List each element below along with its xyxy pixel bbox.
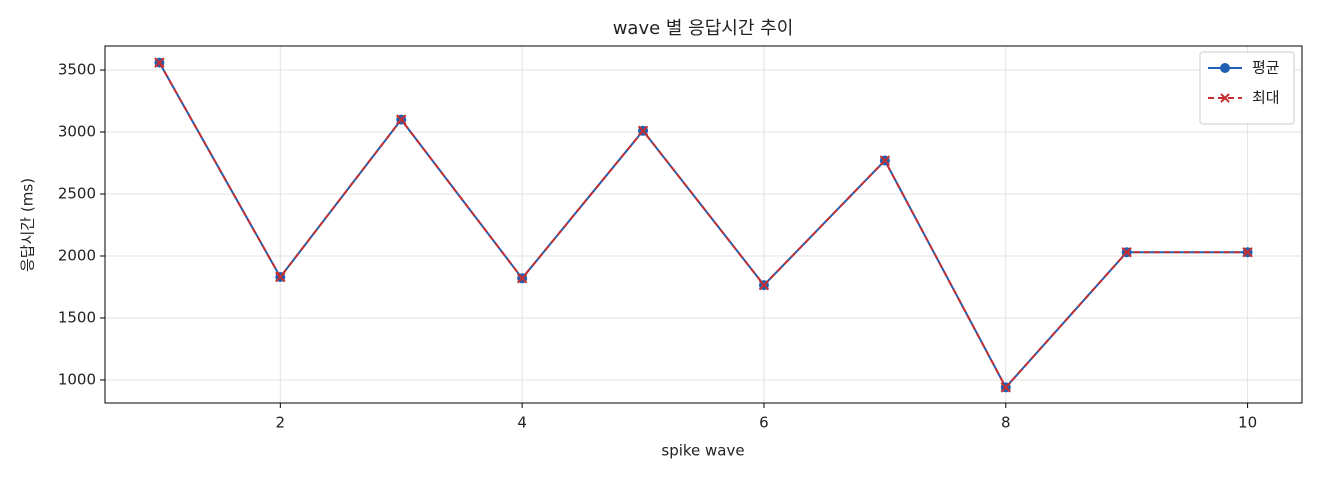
x-tick-label: 4 [517,414,527,432]
marker [1242,247,1253,258]
marker [154,57,165,68]
x-axis-label: spike wave [661,442,744,460]
chart-title: wave 별 응답시간 추이 [613,18,794,39]
marker [275,271,286,283]
marker [758,279,770,291]
legend-label: 최대 [1252,89,1280,107]
series-line [158,62,1248,390]
y-tick-label: 1000 [58,370,96,388]
x-tick-label: 8 [1001,414,1011,432]
y-axis-label: 응답시간 (ms) [19,178,37,272]
legend-marker [1220,63,1230,73]
marker [637,125,649,136]
x-tick-label: 2 [276,414,286,432]
legend-marker [1220,93,1230,103]
marker [516,273,528,284]
legend-label: 평균 [1252,59,1280,77]
y-tick-label: 2500 [58,185,96,203]
plot-frame [104,45,1303,404]
marker [1121,247,1132,258]
x-tick-label: 10 [1238,414,1257,432]
marker [1000,382,1011,393]
x-tick-label: 6 [759,414,769,432]
series-line [158,62,1248,390]
y-tick-label: 1500 [58,308,96,326]
y-tick-label: 2000 [58,246,96,264]
y-tick-label: 3500 [58,61,96,79]
y-tick-label: 3000 [58,123,96,141]
marker [396,114,407,125]
marker [879,155,891,166]
legend-box [1199,51,1295,125]
